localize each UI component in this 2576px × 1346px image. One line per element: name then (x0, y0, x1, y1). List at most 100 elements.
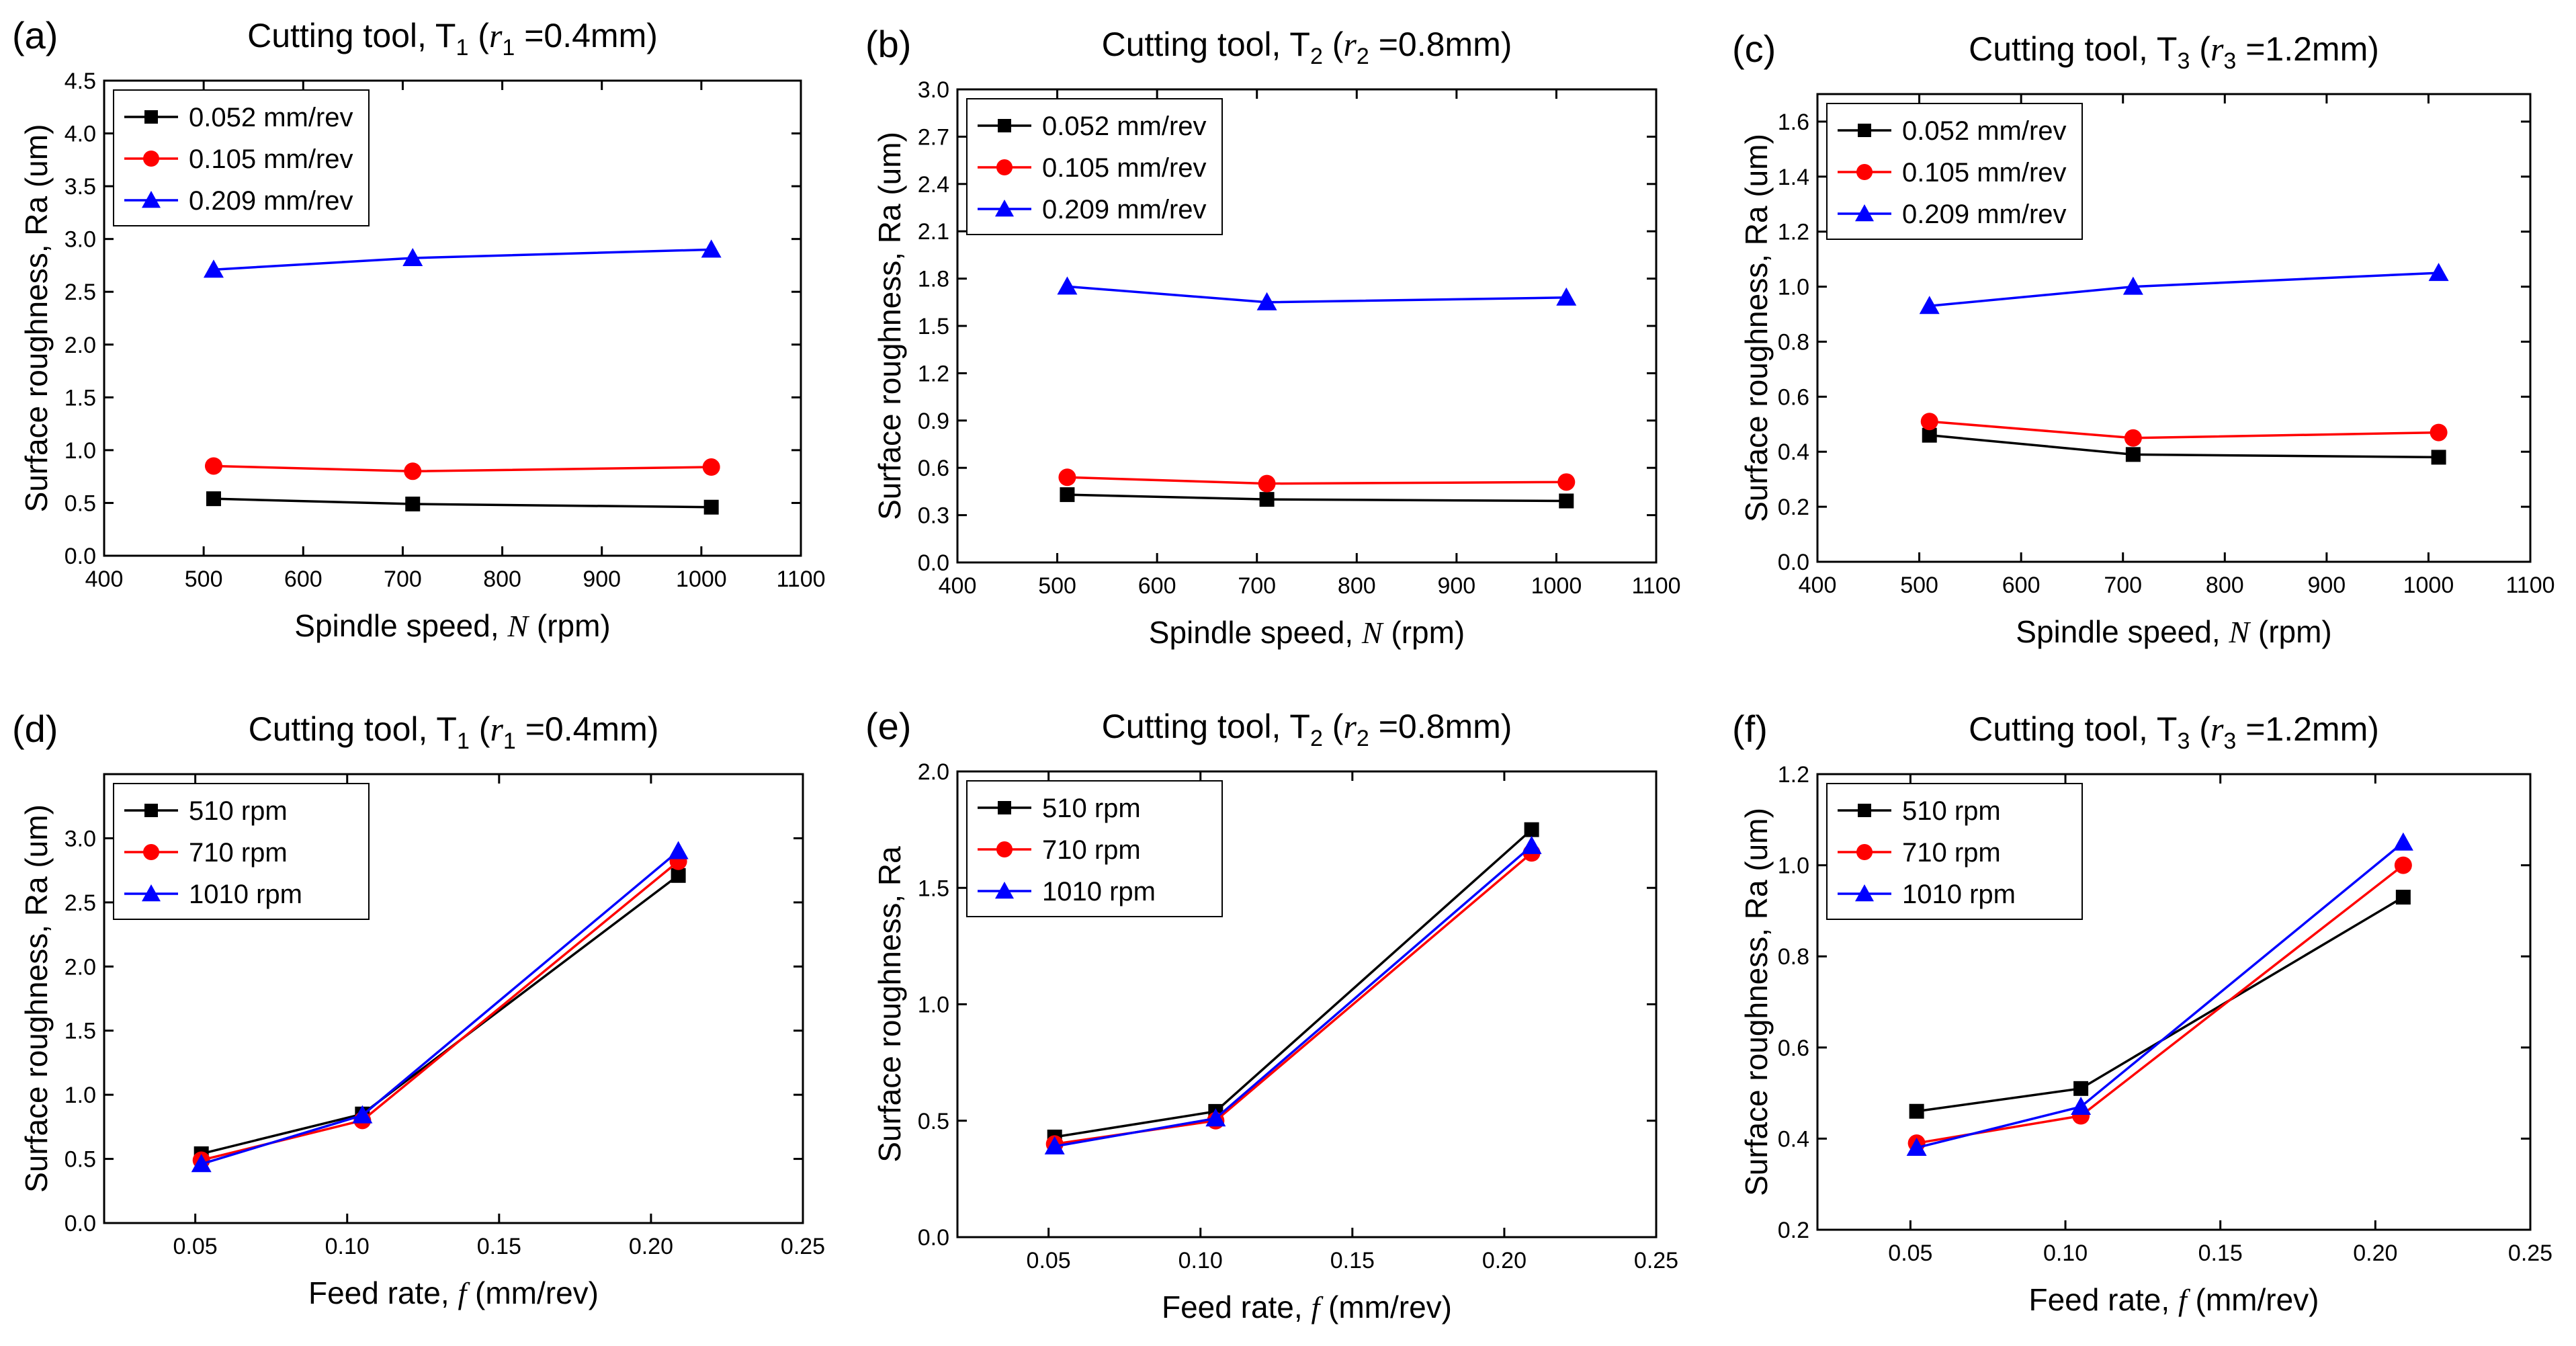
legend-label: 510 rpm (1042, 794, 1141, 823)
x-tick-label: 0.15 (2198, 1240, 2243, 1266)
data-point (1556, 287, 1577, 306)
title-mid: ( (1323, 708, 1344, 745)
y-tick-label: 1.5 (65, 385, 96, 411)
y-tick-label: 2.5 (65, 280, 96, 305)
title-radius-subscript: 2 (1357, 44, 1369, 69)
panel-letter: (a) (12, 14, 58, 56)
data-point (204, 457, 222, 475)
y-tick-label: 1.2 (1778, 762, 1809, 788)
series-line (1067, 476, 1567, 485)
data-point (1524, 822, 1539, 837)
legend-label: 0.105 mm/rev (1042, 153, 1207, 183)
data-point (1909, 1103, 1924, 1119)
data-point (404, 462, 422, 480)
y-tick-label: 1.4 (1778, 165, 1809, 190)
y-tick-label: 1.6 (1778, 110, 1809, 135)
title-tool-subscript: 1 (456, 35, 468, 60)
x-tick-label: 0.05 (1027, 1248, 1071, 1273)
x-tick-label: 700 (384, 566, 422, 592)
x-tick-label: 1100 (2505, 573, 2554, 598)
x-tick-label: 0.25 (2508, 1240, 2552, 1266)
y-tick-label: 1.2 (918, 361, 949, 386)
title-prefix: Cutting tool, T (1102, 26, 1310, 63)
x-axis-title-unit: (mm/rev) (466, 1275, 599, 1310)
x-axis-title-var: N (1361, 616, 1384, 650)
chart-panel-a: (a) Cutting tool, T1 (r1 =0.4mm)400 500 600… (12, 14, 826, 643)
x-tick-label: 0.25 (781, 1234, 825, 1259)
data-point (1057, 276, 1078, 295)
x-tick-label: 1000 (676, 566, 727, 592)
y-tick-label: 0.5 (918, 1109, 949, 1134)
y-tick-label: 0.5 (65, 1147, 96, 1173)
legend-label: 710 rpm (1902, 838, 2001, 868)
x-axis-title-text: Feed rate, (1162, 1290, 1311, 1324)
data-point (2430, 423, 2448, 441)
series-0 (1922, 427, 2446, 465)
legend: 510 rpm 710 rpm 1010 rpm (113, 783, 370, 920)
y-tick-label: 2.0 (65, 954, 96, 980)
y-tick-label: 1.0 (1778, 275, 1809, 300)
legend-label: 0.209 mm/rev (1902, 200, 2067, 229)
plot-frame (103, 773, 804, 1224)
title-suffix: =0.4mm) (515, 17, 658, 54)
x-tick-label: 800 (2206, 573, 2244, 598)
y-tick-label: 0.4 (1778, 1126, 1809, 1152)
x-axis-title-var: N (2228, 615, 2251, 649)
title-suffix: =0.4mm) (516, 710, 659, 748)
legend-label: 710 rpm (189, 838, 288, 868)
y-tick-label: 1.2 (1778, 220, 1809, 245)
y-tick-label: 0.6 (918, 456, 949, 481)
x-axis-title-unit: (rpm) (1383, 615, 1465, 650)
y-tick-label: 3.0 (65, 227, 96, 253)
y-tick-label: 1.0 (65, 1083, 96, 1108)
series-0 (206, 491, 719, 515)
title-tool-subscript: 2 (1310, 726, 1323, 751)
y-tick-label: 3.0 (65, 826, 96, 851)
legend-label: 510 rpm (189, 796, 288, 826)
data-point (701, 239, 722, 258)
legend: 0.052 mm/rev 0.105 mm/rev 0.209 mm/rev (966, 98, 1223, 235)
series-2 (203, 239, 722, 278)
plot-frame (1816, 773, 2532, 1231)
data-point (1559, 493, 1574, 509)
title-radius-var: r (2210, 710, 2224, 748)
x-tick-label: 0.15 (1330, 1248, 1375, 1273)
y-tick-label: 3.5 (65, 174, 96, 200)
x-tick-label: 600 (1138, 573, 1176, 599)
x-axis-title-unit: (mm/rev) (1320, 1290, 1452, 1324)
data-point (1258, 474, 1276, 493)
x-axis-title: Feed rate, f (mm/rev) (2029, 1282, 2319, 1317)
legend-marker (1858, 804, 1871, 817)
x-axis-title-text: Feed rate, (308, 1275, 458, 1310)
data-point (2071, 1096, 2092, 1115)
x-tick-label: 500 (185, 566, 223, 592)
data-point (703, 499, 719, 515)
y-tick-label: 4.0 (65, 122, 96, 147)
data-point (1557, 473, 1576, 491)
x-tick-label: 800 (1338, 573, 1376, 599)
data-point (668, 841, 689, 859)
title-prefix: Cutting tool, T (247, 17, 456, 54)
data-point (2394, 856, 2412, 874)
data-point (2125, 447, 2141, 462)
x-tick-label: 0.20 (1482, 1248, 1527, 1273)
y-tick-label: 0.3 (918, 503, 949, 529)
y-tick-label: 0.2 (1778, 495, 1809, 520)
title-suffix: =0.8mm) (1369, 26, 1512, 63)
x-tick-label: 1000 (1531, 573, 1582, 599)
x-tick-label: 400 (1799, 573, 1837, 598)
legend-marker (995, 882, 1014, 899)
legend-marker (143, 151, 159, 167)
y-tick-label: 1.5 (65, 1019, 96, 1044)
chart-title: Cutting tool, T3 (r3 =1.2mm) (1969, 30, 2379, 74)
data-point (191, 1154, 212, 1173)
title-tool-subscript: 2 (1310, 44, 1323, 69)
data-point (1922, 427, 1937, 443)
y-tick-label: 0.6 (1778, 384, 1809, 410)
data-point (203, 259, 224, 278)
title-mid: ( (468, 17, 489, 54)
data-point (1906, 1137, 1927, 1156)
title-radius-subscript: 2 (1357, 726, 1369, 751)
title-radius-subscript: 3 (2223, 728, 2236, 754)
legend-marker (1856, 164, 1873, 180)
